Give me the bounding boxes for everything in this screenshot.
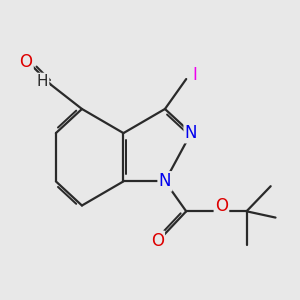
Text: N: N (159, 172, 171, 190)
Text: O: O (151, 232, 164, 250)
Text: H: H (37, 74, 48, 89)
Text: O: O (20, 53, 32, 71)
Text: O: O (215, 197, 228, 215)
Text: I: I (193, 66, 197, 84)
Text: N: N (185, 124, 197, 142)
